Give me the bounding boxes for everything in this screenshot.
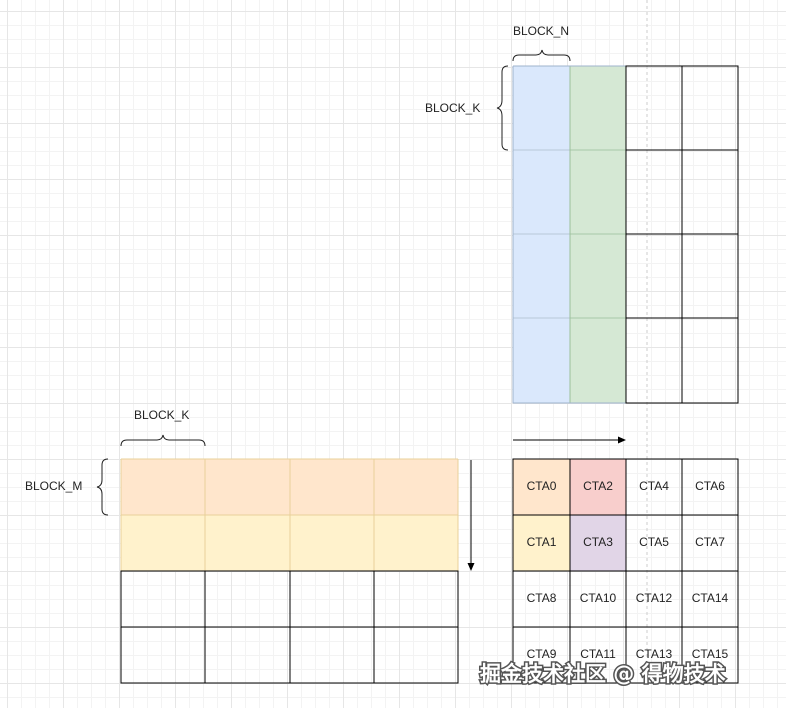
cta-cell-label: CTA12 [636,591,673,605]
cta-cell-label: CTA1 [527,535,557,549]
cta-cell-label: CTA13 [636,647,673,661]
cta-cell-label: CTA9 [527,647,557,661]
cta-cell-label: CTA3 [583,535,613,549]
cta-cell-label: CTA10 [580,591,617,605]
cta-cell-label: CTA0 [527,479,557,493]
cta-cell-bg-2 [570,459,626,515]
cta-cell-bg-0 [513,459,570,515]
block-k-right-label: BLOCK_K [425,101,480,115]
cta-grid: CTA0 CTA2 CTA4 CTA6 CTA1 CTA3 CTA5 CTA7 CTA8 CTA1… [512,458,739,684]
block-k-right-brace [496,65,509,151]
block-n-brace [512,49,571,62]
cta-cell-label: CTA11 [580,647,616,661]
cta-cell-bg-1 [513,515,570,571]
block-m-brace [96,458,109,516]
cta-cell-label: CTA8 [527,591,557,605]
block-m-label: BLOCK_M [25,479,82,493]
cta-cell-label: CTA6 [695,479,725,493]
cta-cell-bg-3 [570,515,626,571]
watermark-text: 掘金技术社区 @ 得物技术 [480,662,726,686]
right-arrow-icon [513,436,626,444]
down-arrow-icon [467,460,475,571]
block-k-label: BLOCK_K [134,408,189,422]
matrix-b [512,65,739,404]
cta-cell-label: CTA14 [692,591,729,605]
cta-cell-label: CTA15 [692,647,729,661]
cta-cell-label: CTA7 [695,535,725,549]
cta-cell-label: CTA4 [639,479,669,493]
cta-cell-label: CTA2 [583,479,613,493]
matrix-a [120,458,459,684]
block-k-brace [120,434,206,447]
cta-labels: CTA0 CTA2 CTA4 CTA6 CTA1 CTA3 CTA5 CTA7 CTA8 CTA1… [527,479,729,661]
block-n-label: BLOCK_N [513,24,569,38]
cta-cell-label: CTA5 [639,535,669,549]
